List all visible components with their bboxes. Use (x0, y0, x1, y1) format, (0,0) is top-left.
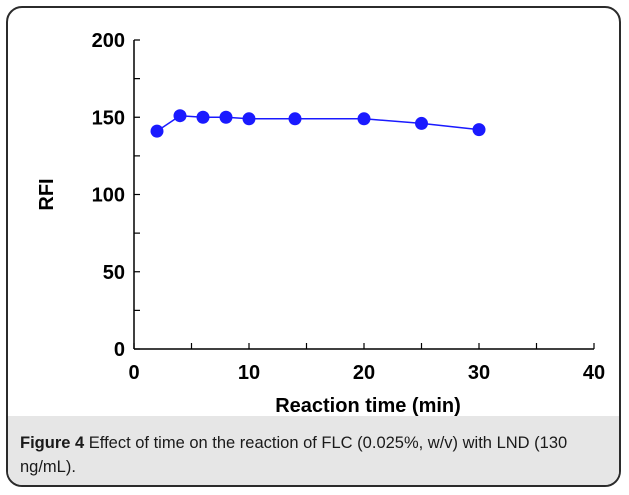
data-point (196, 110, 210, 124)
data-point (357, 112, 371, 126)
data-point (415, 116, 428, 130)
x-tick-label: 30 (468, 362, 490, 384)
data-point (150, 124, 164, 138)
chart-ticks: 0 50 100 150 200 0 10 20 30 40 (92, 30, 606, 384)
data-point (472, 123, 486, 137)
caption-label: Figure 4 (20, 434, 85, 452)
x-tick-label: 0 (128, 362, 139, 384)
chart-series (150, 109, 486, 138)
data-point (288, 112, 302, 126)
x-tick-label: 10 (238, 362, 260, 384)
x-axis-title: Reaction time (min) (275, 395, 461, 417)
data-point (173, 109, 187, 123)
caption-text: Effect of time on the reaction of FLC (0… (20, 434, 568, 476)
y-tick-label: 200 (92, 30, 125, 52)
y-tick-label: 150 (92, 107, 125, 129)
caption-band: Figure 4 Effect of time on the reaction … (8, 416, 619, 485)
data-point (219, 110, 233, 124)
y-axis-title: RFI (36, 178, 58, 210)
y-tick-label: 0 (114, 339, 125, 361)
figure-caption: Figure 4 Effect of time on the reaction … (20, 431, 607, 479)
line-chart: 0 50 100 150 200 0 10 20 30 40 RFI Reaction time … (36, 30, 606, 417)
data-point (242, 112, 256, 126)
chart-axes (133, 40, 594, 350)
figure-frame: 0 50 100 150 200 0 10 20 30 40 RFI Reaction time … (6, 6, 621, 487)
y-tick-label: 50 (103, 262, 125, 284)
y-tick-label: 100 (92, 185, 125, 207)
x-tick-label: 40 (583, 362, 605, 384)
x-tick-label: 20 (353, 362, 375, 384)
